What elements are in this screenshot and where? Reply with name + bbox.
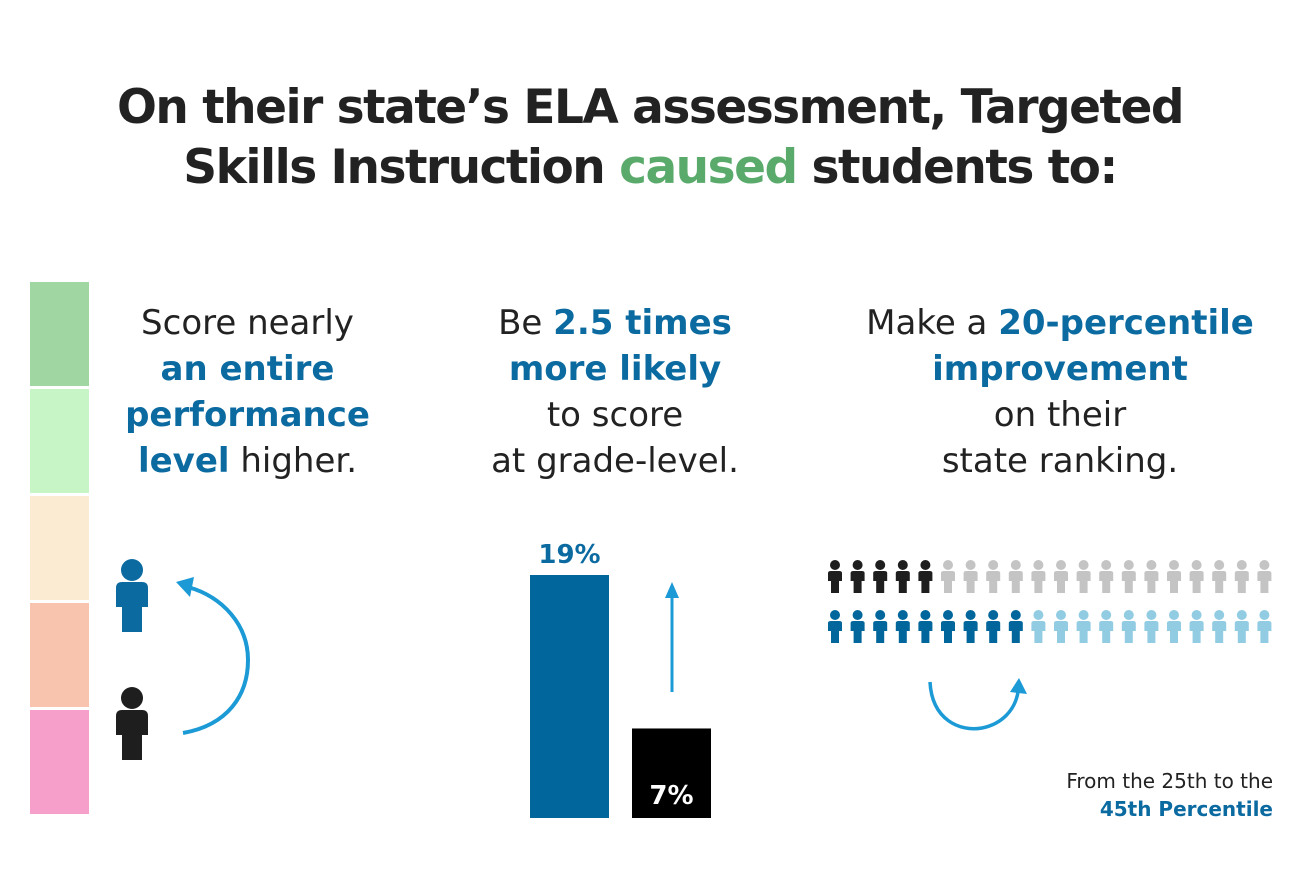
person-icon — [895, 610, 910, 643]
col2-post2: at grade-level. — [491, 441, 739, 481]
person-icon — [986, 560, 1001, 593]
person-icon — [873, 610, 888, 643]
col2-post1: to score — [546, 395, 684, 435]
person-icon — [941, 610, 955, 643]
person-icon — [918, 560, 933, 593]
title-line-1: On their state’s ELA assessment, Targete… — [116, 80, 1185, 135]
person-icon — [1121, 560, 1136, 593]
up-arrow-icon — [665, 582, 679, 692]
col2-emphasis: 2.5 times more likely — [508, 303, 732, 389]
person-icon — [986, 610, 1001, 643]
column-3-text: Make a 20-percentile improvement on thei… — [840, 300, 1280, 484]
person-icon — [918, 610, 933, 643]
person-icon — [1031, 610, 1046, 643]
performance-level-1 — [30, 282, 89, 386]
person-icon — [895, 560, 910, 593]
person-icon — [1257, 610, 1272, 643]
person-icon — [1076, 560, 1091, 593]
page-title: On their state’s ELA assessment, Targete… — [0, 78, 1300, 198]
col3-pre: Make a — [866, 303, 999, 343]
person-icon — [873, 560, 888, 593]
performance-level-5 — [30, 710, 89, 814]
person-icon — [1054, 610, 1068, 643]
performance-level-4 — [30, 603, 89, 707]
person-icon — [1257, 560, 1272, 593]
person-icon — [1212, 610, 1227, 643]
person-icon — [1144, 610, 1159, 643]
col1-line1: Score nearly — [141, 303, 354, 343]
person-icon — [1031, 560, 1046, 593]
person-icon — [828, 610, 842, 643]
grade-level-bar-chart: 19% 7% — [530, 540, 711, 818]
title-line-2: Skills Instruction caused students to: — [0, 138, 1300, 198]
col3-post2: state ranking. — [941, 441, 1179, 481]
level-up-illustration — [116, 559, 251, 760]
person-icon — [1234, 610, 1249, 643]
person-icon — [850, 560, 865, 593]
person-icon — [1189, 560, 1204, 593]
column-1-text: Score nearly an entire performance level… — [110, 300, 385, 484]
performance-level-2 — [30, 389, 89, 493]
person-icon — [1212, 560, 1227, 593]
person-icon — [1076, 610, 1091, 643]
person-icon — [1167, 560, 1181, 593]
person-icon — [828, 560, 842, 593]
title-line-2-post: students to: — [796, 140, 1119, 195]
person-icon — [941, 560, 955, 593]
bar-label-1: 19% — [538, 540, 600, 570]
person-icon — [1189, 610, 1204, 643]
col3-post1: on their — [993, 395, 1127, 435]
bar-2 — [632, 728, 711, 818]
person-icon — [1054, 560, 1068, 593]
percentile-people-rows — [828, 560, 1272, 643]
footnote-line-1: From the 25th to the — [1066, 769, 1273, 793]
curved-arrow-icon — [928, 678, 1027, 731]
person-icon — [963, 610, 978, 643]
percentile-footnote: From the 25th to the 45th Percentile — [960, 767, 1273, 823]
person-icon — [850, 610, 865, 643]
col3-emphasis: 20-percentile improvement — [932, 303, 1254, 389]
person-icon — [1099, 560, 1114, 593]
person-icon — [1121, 610, 1136, 643]
person-icon — [1144, 560, 1159, 593]
person-icon — [116, 559, 148, 632]
person-icon — [1234, 560, 1249, 593]
footnote-line-2: 45th Percentile — [1099, 797, 1273, 821]
col2-pre: Be — [498, 303, 554, 343]
person-icon — [1008, 610, 1023, 643]
bar-1 — [530, 575, 609, 818]
bar-label-2: 7% — [649, 781, 693, 811]
person-icon — [1167, 610, 1181, 643]
title-line-2-pre: Skills Instruction — [183, 140, 620, 195]
person-icon — [963, 560, 978, 593]
col1-emphasis: an entire performance level — [125, 349, 370, 481]
performance-level-3 — [30, 496, 89, 600]
column-2-text: Be 2.5 times more likely to score at gra… — [455, 300, 775, 484]
title-highlight: caused — [619, 140, 798, 195]
person-icon — [1008, 560, 1023, 593]
curved-arrow-icon — [176, 577, 251, 735]
person-icon — [116, 687, 148, 760]
col1-post: higher. — [229, 441, 358, 481]
person-icon — [1099, 610, 1114, 643]
performance-level-strip — [30, 282, 89, 818]
